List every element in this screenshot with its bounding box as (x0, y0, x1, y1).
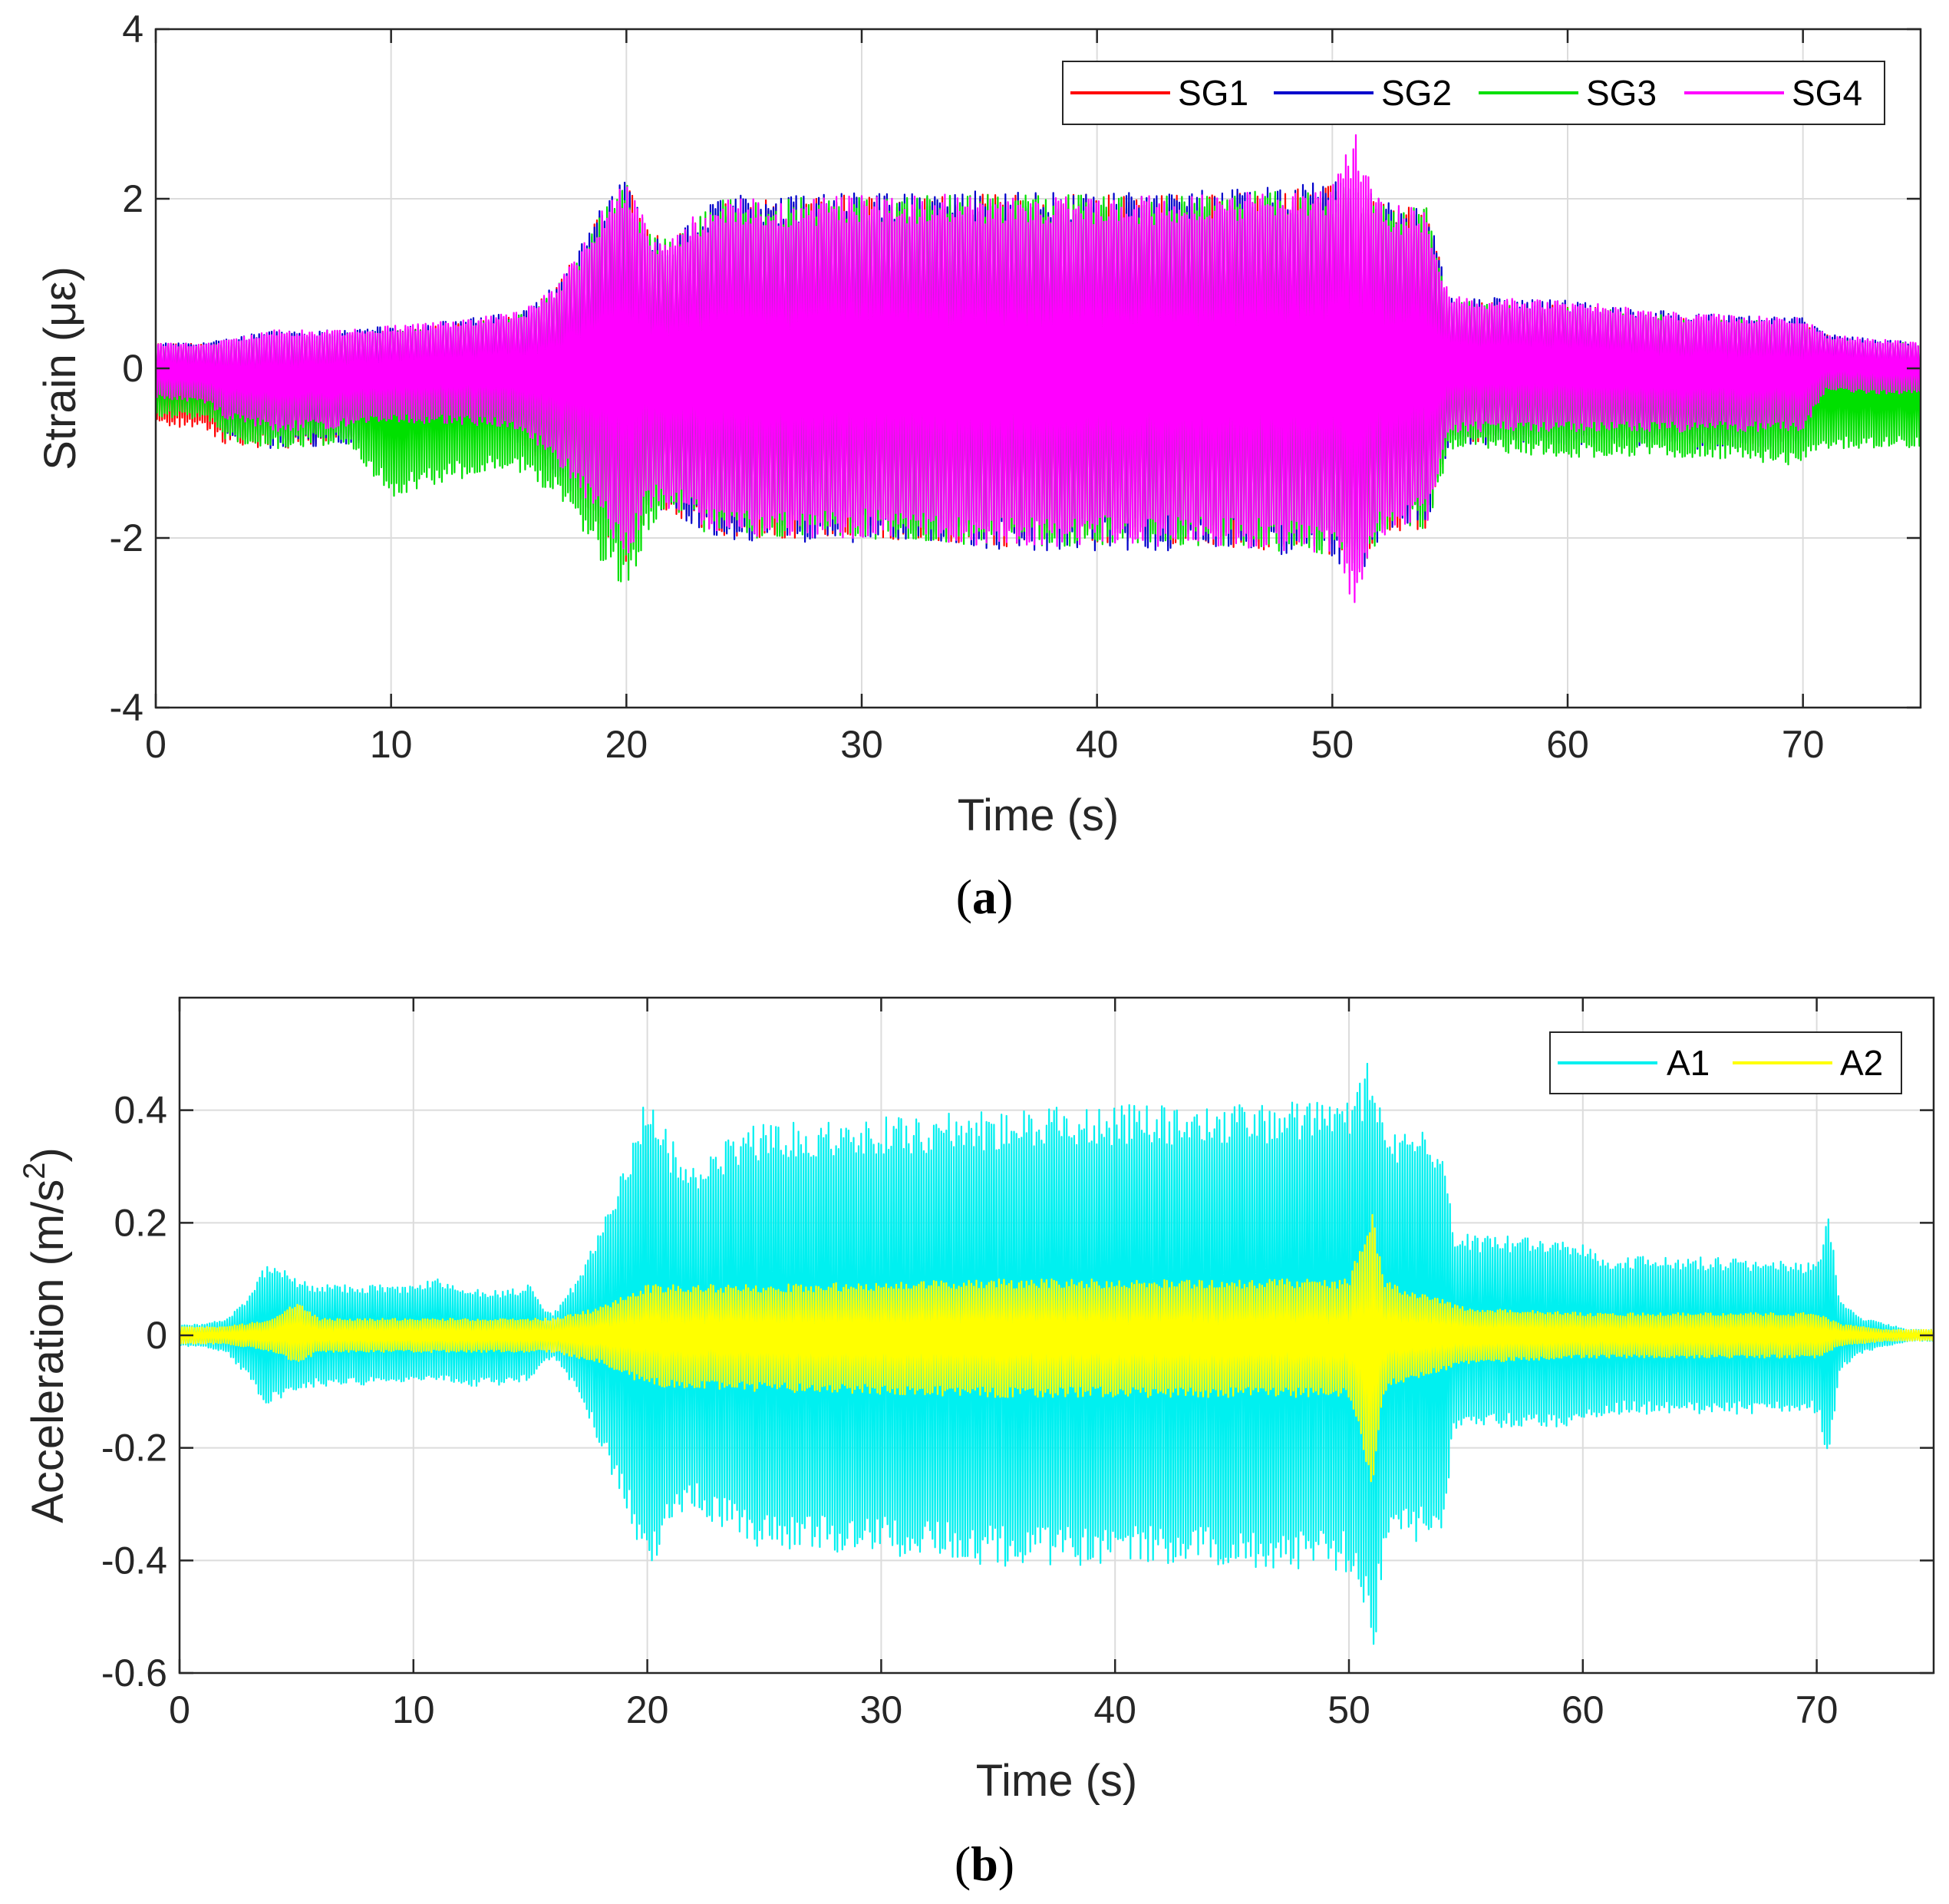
acceleration-series-a2 (180, 1213, 1934, 1483)
acceleration-xtick-label-60: 60 (1562, 1688, 1604, 1731)
acceleration-xtick-label-30: 30 (860, 1688, 903, 1731)
strain-ticks: 0 10 20 30 40 50 60 70 -4 -2 0 2 4 (110, 8, 1921, 766)
strain-ytick-label-4: 4 (122, 8, 143, 51)
strain-xtick-label-60: 60 (1546, 723, 1589, 766)
caption-b: (b) (955, 1836, 1014, 1891)
legend-label-a2: A2 (1840, 1043, 1883, 1083)
strain-legend: SG1 SG2 SG3 SG4 (1062, 61, 1885, 125)
acceleration-ytick-label-0-4: 0.4 (114, 1089, 167, 1132)
acceleration-ytick-label-0-2: 0.2 (114, 1201, 167, 1244)
acceleration-ytick-label--0-6: -0.6 (101, 1652, 167, 1694)
strain-ytick-label-2: 2 (122, 177, 143, 220)
strain-ytick-label-0: 0 (122, 347, 143, 390)
acceleration-ytick-label-0: 0 (146, 1314, 167, 1357)
acceleration-ticks: 0 10 20 30 40 50 60 70 -0.6 -0.4 -0.2 0 0.2 0.4 (101, 998, 1934, 1731)
strain-series-sg4 (156, 134, 1921, 603)
strain-chart: 0 10 20 30 40 50 60 70 -4 -2 0 2 4 Time (s) Strain (… (35, 8, 1922, 924)
strain-y-axis-label: Strain (με) (35, 266, 85, 470)
strain-xtick-label-20: 20 (605, 723, 648, 766)
caption-a: (a) (956, 870, 1014, 924)
legend-label-sg3: SG3 (1586, 73, 1657, 113)
acceleration-legend: A1 A2 (1549, 1031, 1902, 1094)
acceleration-series (180, 1062, 1934, 1645)
acceleration-series-a1 (180, 1062, 1934, 1645)
acceleration-x-axis-label: Time (s) (976, 1756, 1137, 1806)
strain-ytick-label--4: -4 (110, 686, 143, 729)
acceleration-xtick-label-10: 10 (392, 1688, 435, 1731)
acceleration-xtick-label-70: 70 (1796, 1688, 1839, 1731)
strain-series (156, 134, 1921, 603)
acceleration-xtick-label-0: 0 (169, 1688, 190, 1731)
legend-label-a1: A1 (1667, 1043, 1710, 1083)
acceleration-y-axis-label: Acceleration (m/s2) (18, 1147, 73, 1523)
legend-label-sg2: SG2 (1381, 73, 1452, 113)
strain-xtick-label-10: 10 (370, 723, 413, 766)
acceleration-xtick-label-20: 20 (626, 1688, 669, 1731)
strain-xtick-label-50: 50 (1311, 723, 1354, 766)
acceleration-chart: 0 10 20 30 40 50 60 70 -0.6 -0.4 -0.2 0 0.2 0.4 Time … (18, 996, 1935, 1891)
legend-label-sg4: SG4 (1792, 73, 1862, 113)
strain-xtick-label-0: 0 (145, 723, 167, 766)
strain-x-axis-label: Time (s) (958, 790, 1119, 840)
strain-ytick-label--2: -2 (110, 516, 143, 559)
acceleration-xtick-label-40: 40 (1093, 1688, 1136, 1731)
strain-xtick-label-70: 70 (1782, 723, 1825, 766)
strain-xtick-label-40: 40 (1076, 723, 1119, 766)
acceleration-xtick-label-50: 50 (1327, 1688, 1370, 1731)
acceleration-ytick-label--0-2: -0.2 (101, 1427, 167, 1470)
legend-label-sg1: SG1 (1178, 73, 1248, 113)
acceleration-ytick-label--0-4: -0.4 (101, 1539, 167, 1582)
strain-xtick-label-30: 30 (840, 723, 883, 766)
